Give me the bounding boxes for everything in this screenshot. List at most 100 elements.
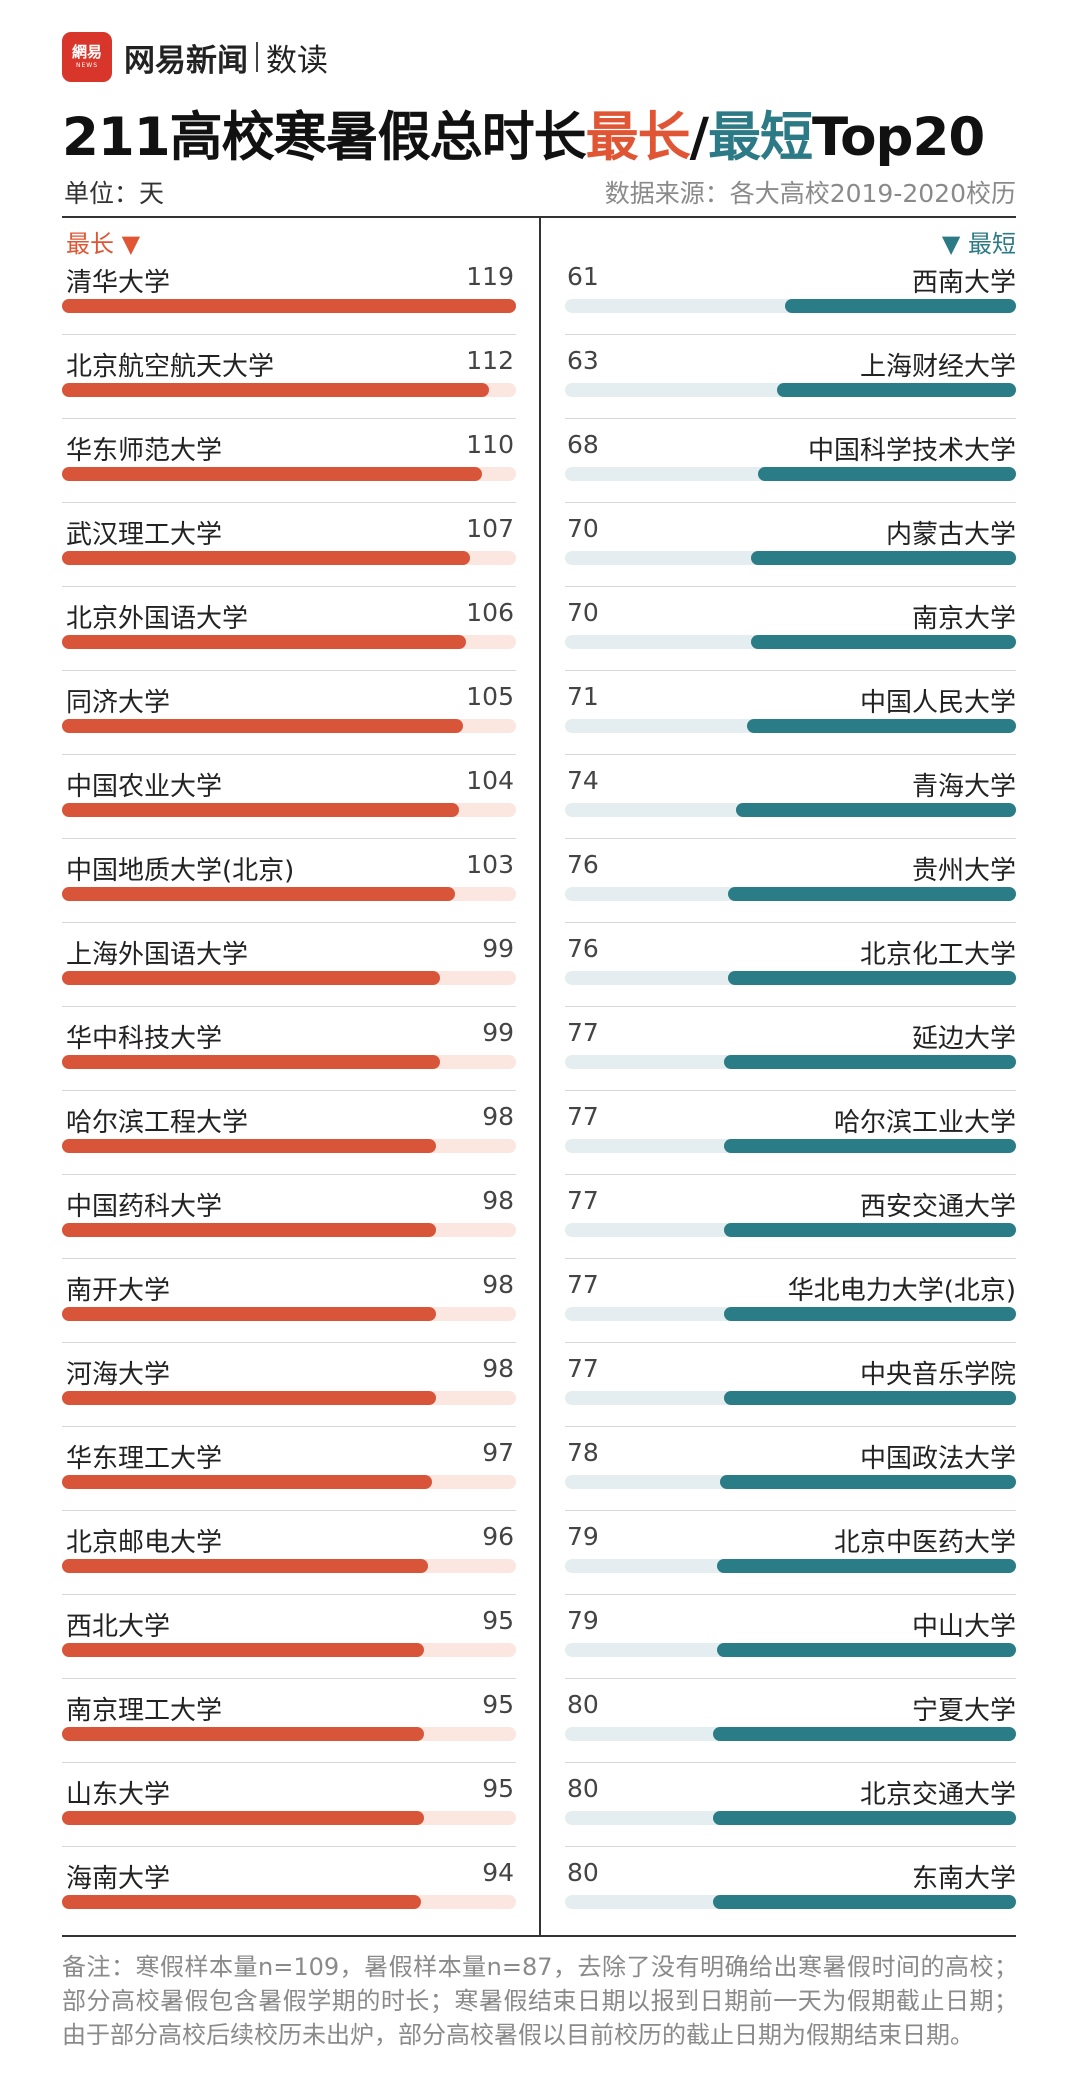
row-separator	[565, 1762, 1016, 1763]
longest-bar	[62, 1811, 425, 1825]
university-name: 北京交通大学	[859, 1780, 1016, 1810]
logo-subtext: NEWS	[75, 62, 99, 69]
bar-row: 上海财经大学 63	[565, 334, 1016, 418]
longest-bar	[62, 887, 455, 901]
title-slash: /	[689, 107, 709, 168]
longest-bar	[62, 719, 463, 733]
university-name: 东南大学	[911, 1864, 1016, 1894]
bar-track	[565, 719, 1016, 733]
shortest-bar	[716, 1559, 1016, 1573]
days-value: 98	[482, 1354, 514, 1383]
bar-track	[62, 383, 516, 397]
longest-bar	[62, 803, 459, 817]
bar-track	[62, 1307, 516, 1321]
days-value: 98	[482, 1102, 514, 1131]
bar-row: 南京大学 70	[565, 586, 1016, 670]
days-value: 80	[567, 1774, 599, 1803]
row-separator	[565, 502, 1016, 503]
row-separator	[565, 1678, 1016, 1679]
bar-track	[565, 635, 1016, 649]
bar-track	[62, 1643, 516, 1657]
university-name: 华北电力大学(北京)	[787, 1276, 1016, 1306]
shortest-bar	[724, 1307, 1016, 1321]
row-separator	[565, 1846, 1016, 1847]
days-value: 112	[466, 346, 514, 375]
bar-track	[565, 467, 1016, 481]
university-name: 延边大学	[911, 1024, 1016, 1054]
row-separator	[565, 418, 1016, 419]
bar-row: 哈尔滨工程大学 98	[62, 1090, 516, 1174]
shortest-bar	[716, 1643, 1016, 1657]
university-name: 海南大学	[66, 1864, 171, 1894]
university-name: 青海大学	[911, 772, 1016, 802]
brand-header: 網易 NEWS 网易新闻 数读	[62, 32, 328, 82]
bar-track	[62, 551, 516, 565]
bar-row: 北京外国语大学 106	[62, 586, 516, 670]
row-separator	[62, 838, 516, 839]
days-value: 77	[567, 1102, 599, 1131]
university-name: 中国政法大学	[859, 1444, 1016, 1474]
longest-bar	[62, 1139, 436, 1153]
bottom-rule	[62, 1935, 1016, 1937]
days-value: 76	[567, 934, 599, 963]
shortest-bar	[724, 1223, 1016, 1237]
days-value: 80	[567, 1858, 599, 1887]
university-name: 华中科技大学	[66, 1024, 223, 1054]
shortest-bar	[724, 1139, 1016, 1153]
row-separator	[62, 1174, 516, 1175]
row-separator	[62, 1090, 516, 1091]
university-name: 北京邮电大学	[66, 1528, 223, 1558]
shortest-bar	[784, 299, 1016, 313]
longest-bar	[62, 635, 467, 649]
bar-track	[565, 1139, 1016, 1153]
days-value: 79	[567, 1606, 599, 1635]
shortest-bar	[777, 383, 1016, 397]
university-name: 贵州大学	[911, 856, 1016, 886]
university-name: 华东师范大学	[66, 436, 223, 466]
university-name: 中山大学	[911, 1612, 1016, 1642]
row-separator	[565, 334, 1016, 335]
bar-row: 贵州大学 76	[565, 838, 1016, 922]
days-value: 61	[567, 262, 599, 291]
university-name: 河海大学	[66, 1360, 171, 1390]
days-value: 70	[567, 598, 599, 627]
days-value: 103	[466, 850, 514, 879]
bar-track	[62, 1223, 516, 1237]
days-value: 105	[466, 682, 514, 711]
days-value: 106	[466, 598, 514, 627]
days-value: 95	[482, 1690, 514, 1719]
university-name: 同济大学	[66, 688, 171, 718]
title-prefix: 211高校寒暑假总时长	[62, 107, 587, 168]
university-name: 北京中医药大学	[833, 1528, 1016, 1558]
days-value: 71	[567, 682, 599, 711]
row-separator	[565, 1510, 1016, 1511]
title-long: 最长	[585, 107, 691, 168]
university-name: 哈尔滨工程大学	[66, 1108, 249, 1138]
bar-row: 北京交通大学 80	[565, 1762, 1016, 1846]
bar-row: 西北大学 95	[62, 1594, 516, 1678]
university-name: 内蒙古大学	[885, 520, 1016, 550]
row-separator	[565, 586, 1016, 587]
university-name: 南开大学	[66, 1276, 171, 1306]
row-separator	[565, 1174, 1016, 1175]
bar-track	[62, 1139, 516, 1153]
bar-row: 中国药科大学 98	[62, 1174, 516, 1258]
shortest-bar	[724, 1055, 1016, 1069]
bar-row: 华中科技大学 99	[62, 1006, 516, 1090]
university-name: 北京航空航天大学	[66, 352, 275, 382]
university-name: 北京外国语大学	[66, 604, 249, 634]
bar-track	[565, 1055, 1016, 1069]
university-name: 西安交通大学	[859, 1192, 1016, 1222]
bar-row: 中国地质大学(北京) 103	[62, 838, 516, 922]
row-separator	[565, 922, 1016, 923]
shortest-bar	[712, 1895, 1016, 1909]
bar-track	[62, 299, 516, 313]
row-separator	[62, 1762, 516, 1763]
shortest-bar	[750, 635, 1016, 649]
university-name: 山东大学	[66, 1780, 171, 1810]
university-name: 中国地质大学(北京)	[66, 856, 295, 886]
row-separator	[565, 1426, 1016, 1427]
row-separator	[62, 334, 516, 335]
university-name: 中国药科大学	[66, 1192, 223, 1222]
brand-name: 网易新闻	[124, 42, 248, 79]
